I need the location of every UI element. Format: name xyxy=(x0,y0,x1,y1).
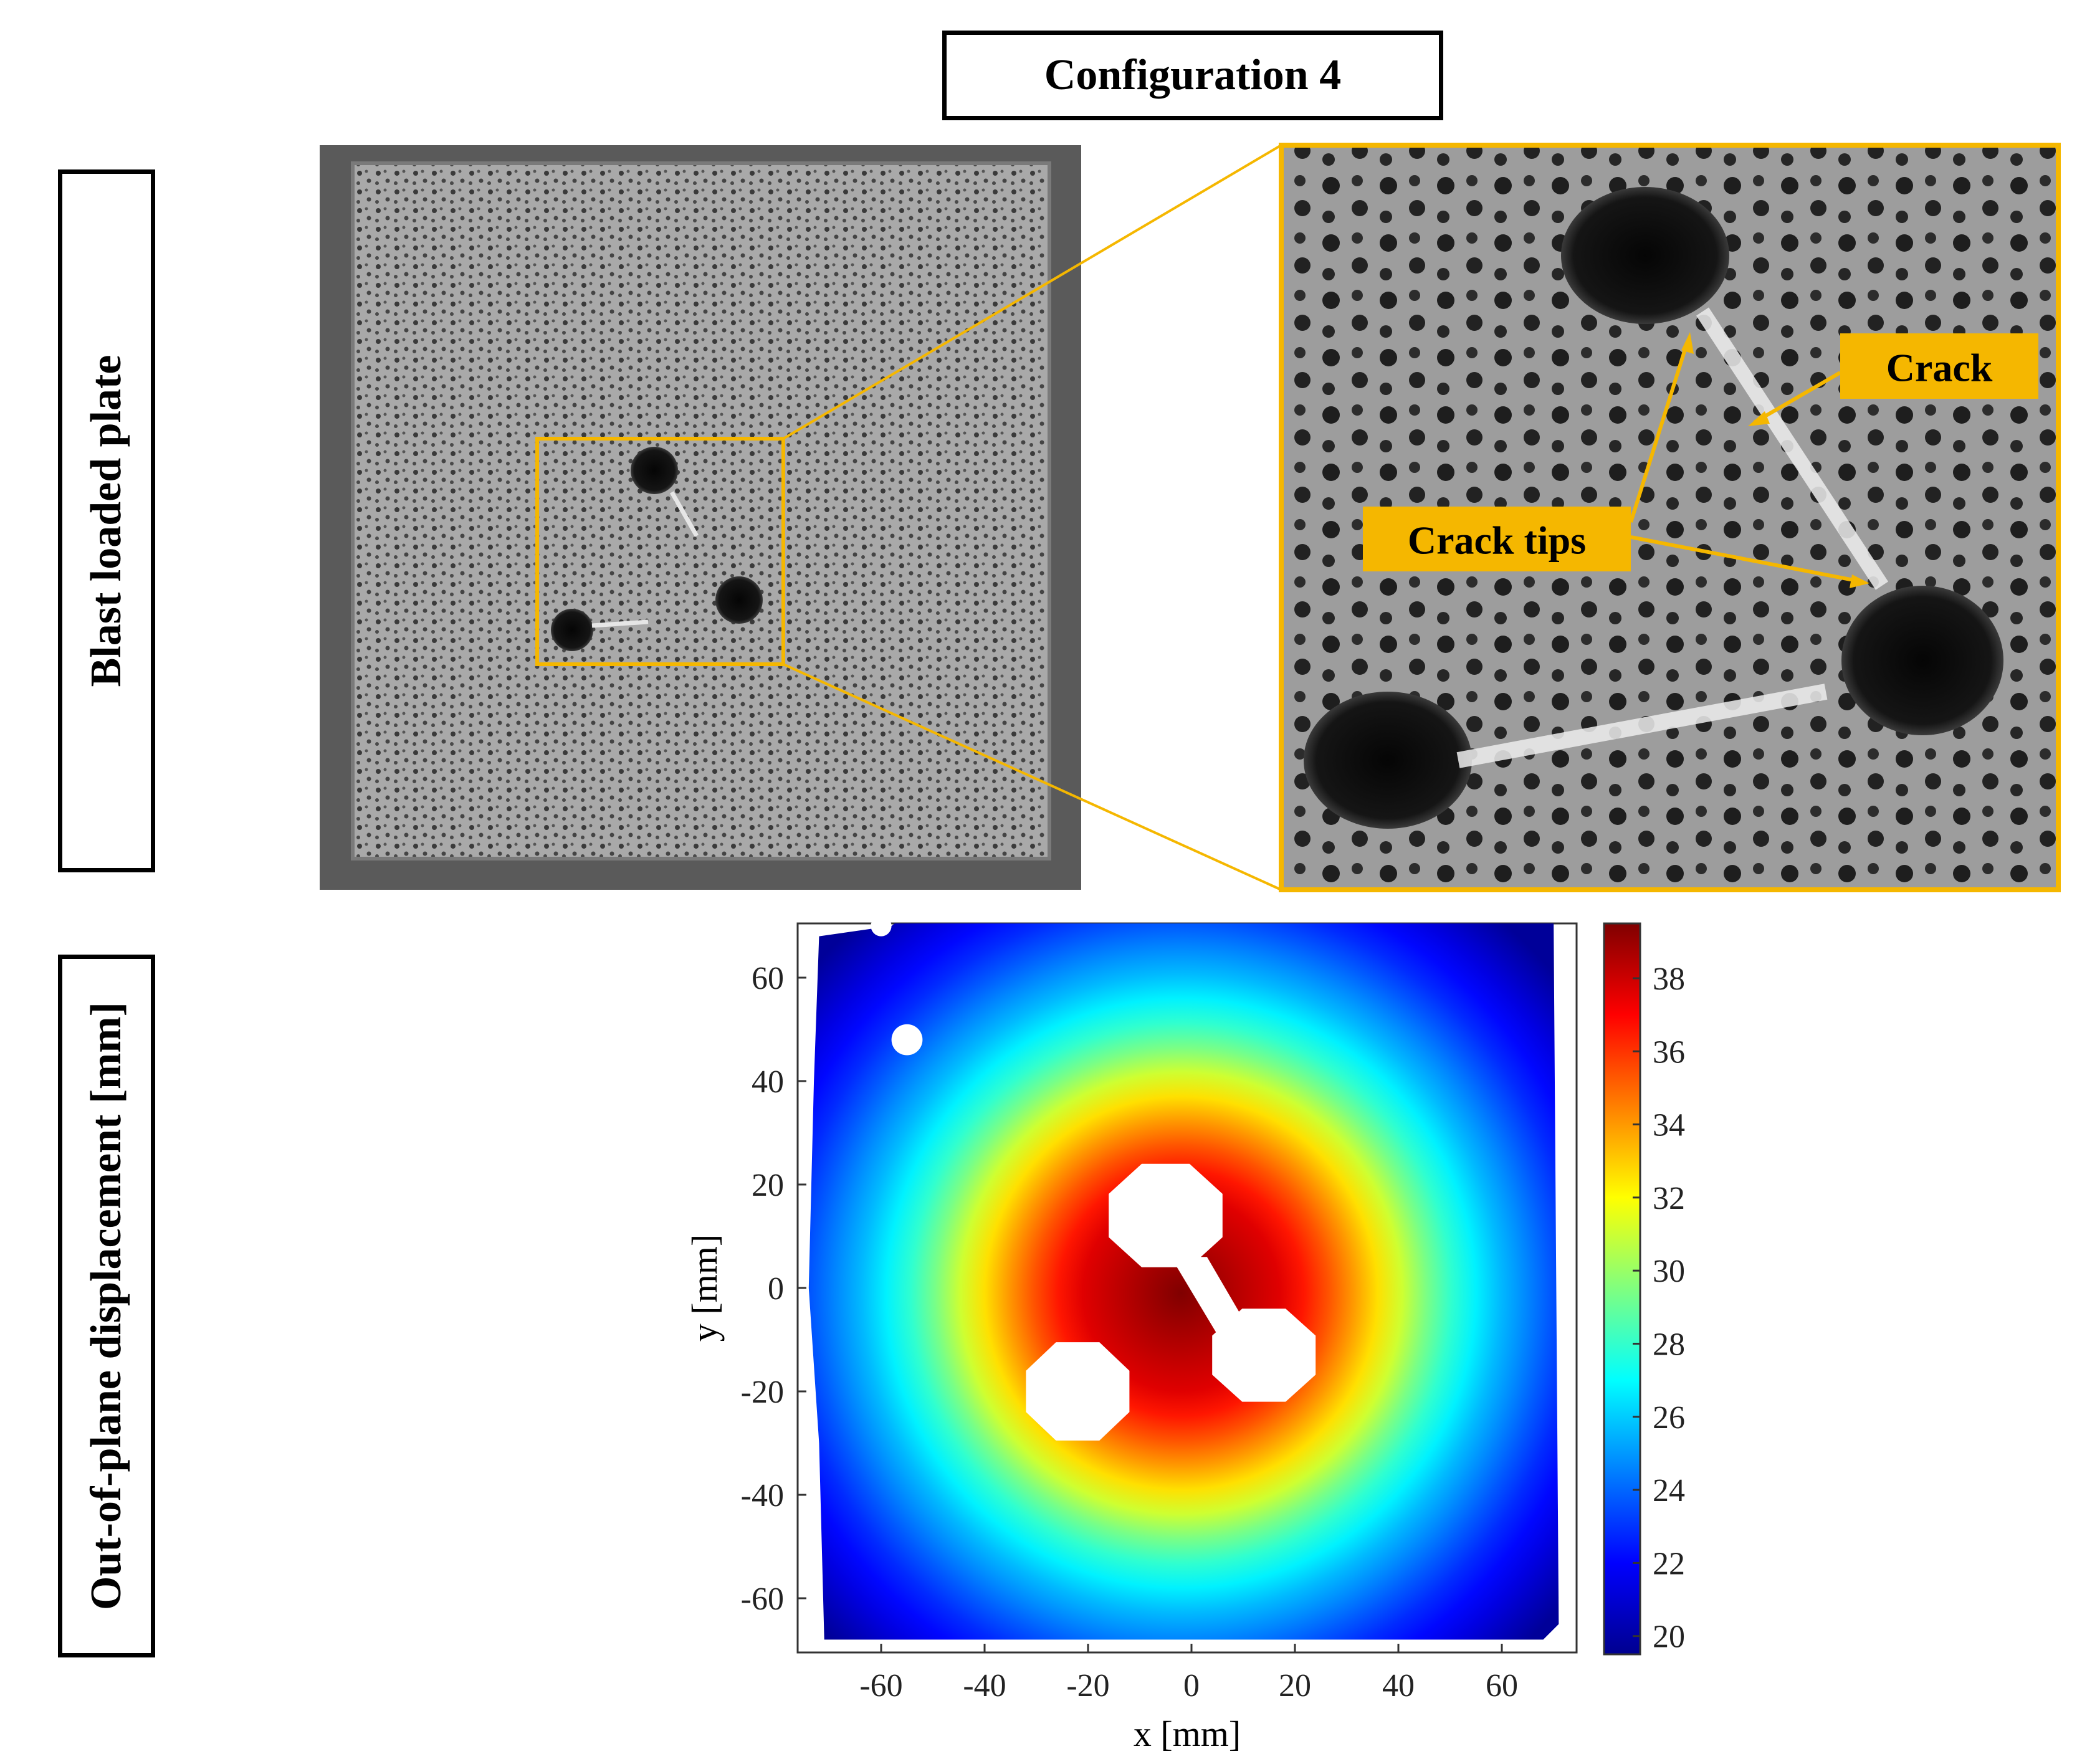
x-tick-label: 0 xyxy=(1183,1668,1200,1704)
colorbar-tick-label: 36 xyxy=(1653,1034,1685,1070)
crack-gap xyxy=(1170,1257,1243,1335)
hole-upper xyxy=(1109,1163,1223,1267)
callout-crack-text: Crack xyxy=(1886,346,1993,390)
zoom-connector-bottom xyxy=(783,663,1282,891)
y-tick-label: 20 xyxy=(752,1168,784,1203)
zoom-region-box xyxy=(535,437,785,666)
figure-title: Configuration 4 xyxy=(942,31,1443,120)
row-label-plate: Blast loaded plate xyxy=(58,169,155,872)
y-tick-label: -60 xyxy=(741,1581,784,1617)
x-tick-label: -20 xyxy=(1066,1668,1109,1704)
y-tick-label: -40 xyxy=(741,1478,784,1514)
x-tick-label: 60 xyxy=(1486,1668,1518,1704)
field-gap xyxy=(871,915,892,937)
x-axis-label: x [mm] xyxy=(1134,1714,1241,1754)
x-tick-label: -40 xyxy=(963,1668,1006,1704)
colorbar-tick-label: 26 xyxy=(1653,1400,1685,1436)
colorbar xyxy=(1603,922,1641,1656)
inset-crack xyxy=(1456,684,1828,768)
field-fill xyxy=(808,923,1559,1640)
callout-crack-tips-text: Crack tips xyxy=(1408,518,1586,563)
colorbar-tick-label: 28 xyxy=(1653,1327,1685,1362)
plate-photo xyxy=(320,145,1081,890)
x-tick-label: 40 xyxy=(1382,1668,1415,1704)
callout-crack-tips: Crack tips xyxy=(1363,332,1869,588)
colorbar-tick-label: 32 xyxy=(1653,1181,1685,1216)
y-tick-label: 60 xyxy=(752,961,784,996)
x-tick-label: -60 xyxy=(859,1668,902,1704)
plate-hole xyxy=(631,447,678,494)
inset-hole xyxy=(1304,692,1472,829)
colorbar-tick-label: 34 xyxy=(1653,1108,1685,1143)
inset-hole xyxy=(1561,187,1729,324)
colorbar-ticks: 38 36 34 32 30 28 26 24 22 20 xyxy=(1633,961,1685,1655)
zoom-inset xyxy=(1279,143,2061,892)
y-tick-label: -20 xyxy=(741,1375,784,1410)
y-tick-label: 40 xyxy=(752,1064,784,1100)
y-axis-label: y [mm] xyxy=(684,1234,725,1342)
plate-hole xyxy=(551,609,593,651)
plate-crack xyxy=(669,491,699,537)
field-gap xyxy=(891,1024,923,1056)
zoom-inset-border xyxy=(1279,143,2061,892)
colorbar-tick-label: 38 xyxy=(1653,961,1685,997)
colorbar-tick-label: 20 xyxy=(1653,1619,1685,1655)
inset-crack xyxy=(1696,307,1889,590)
colorbar-tick-label: 22 xyxy=(1653,1546,1685,1581)
colorbar-tick-label: 24 xyxy=(1653,1473,1685,1509)
displacement-field xyxy=(808,923,1559,1640)
x-tick-label: 20 xyxy=(1279,1668,1311,1704)
callout-crack: Crack xyxy=(1748,333,2038,426)
colorbar-tick-label: 30 xyxy=(1653,1254,1685,1289)
plate-crack xyxy=(591,619,649,628)
row-label-displacement: Out-of-plane displacement [mm] xyxy=(58,955,155,1657)
y-tick-label: 0 xyxy=(768,1271,784,1307)
plate-hole xyxy=(715,576,763,624)
axis-ticks: -60 -40 -20 0 20 40 60 60 40 20 0 -20 -40 -60 xyxy=(741,961,1518,1704)
hole-right xyxy=(1212,1309,1316,1402)
inset-hole xyxy=(1841,586,2003,735)
hole-left xyxy=(1026,1342,1130,1441)
zoom-connector-top xyxy=(782,144,1282,440)
field-holes xyxy=(871,915,1316,1441)
